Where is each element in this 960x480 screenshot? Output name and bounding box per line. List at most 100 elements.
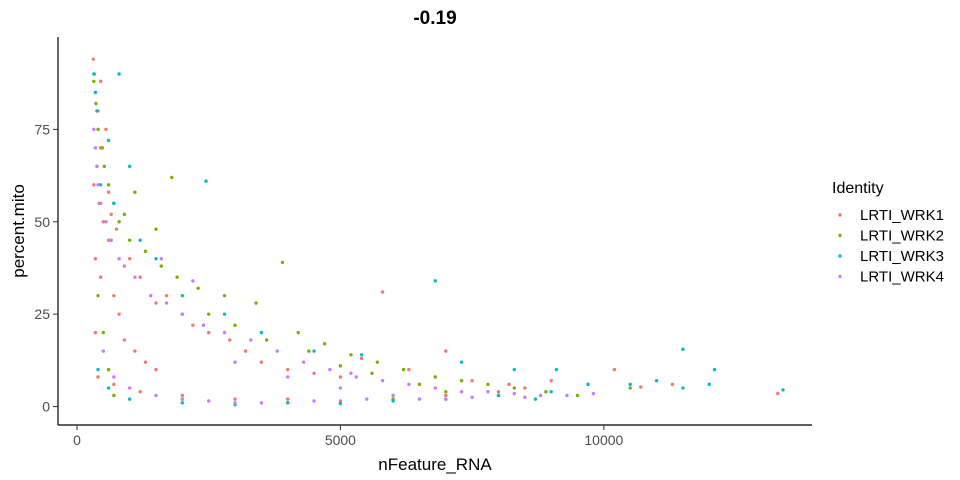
data-point [486,382,490,387]
legend: LRTI_WRK1 LRTI_WRK2 LRTI_WRK3 LRTI_WRK4 [838,207,944,286]
data-point [681,347,685,351]
data-point [354,375,358,379]
data-point [296,330,300,335]
data-point [154,393,158,398]
data-point [280,260,285,265]
x-ticks: 0 5000 10000 [73,425,624,448]
data-point [180,397,185,401]
data-point [201,323,206,327]
data-point [391,393,395,398]
data-point [92,127,96,132]
data-point [275,349,279,353]
data-point [154,367,158,372]
data-point [91,57,96,61]
data-point [228,338,232,342]
legend-label: LRTI_WRK1 [860,207,944,224]
data-point [98,183,103,187]
data-point [264,338,269,342]
data-point [312,349,316,353]
data-point [407,382,411,387]
data-point [533,397,538,401]
data-point [470,378,474,383]
data-point [127,386,132,390]
data-point [233,360,237,364]
data-point [286,397,290,401]
data-point [654,378,659,383]
data-point [154,301,158,305]
y-axis-label: percent.mito [9,184,28,278]
data-point [338,386,343,390]
data-point [338,401,343,406]
data-point [117,220,121,224]
data-point [681,386,685,390]
data-point [109,212,113,217]
data-point [444,397,448,401]
series-LRTI_WRK3 [92,72,785,407]
data-point [286,375,290,379]
data-point [98,79,103,84]
data-point [191,323,195,327]
data-point [104,220,108,224]
data-point [96,183,100,187]
data-point [112,293,116,298]
legend-key [838,233,842,238]
data-point [112,393,116,398]
y-tick-label: 50 [34,214,50,230]
data-point [781,388,785,392]
data-point [523,386,527,390]
data-point [122,338,127,342]
data-point [459,360,464,364]
data-point [249,338,253,342]
legend-key [838,213,842,217]
data-point [138,390,142,394]
data-point [707,382,711,387]
data-point [106,386,111,390]
data-point [222,312,227,316]
data-point [523,395,527,399]
y-ticks: 0 25 50 75 [34,121,58,415]
data-point [776,391,780,396]
data-point [444,390,448,394]
data-point [549,390,553,394]
data-point [338,375,343,379]
data-point [133,349,137,353]
data-point [507,382,511,387]
data-point [106,183,111,187]
y-tick-label: 75 [34,121,50,137]
data-point [259,360,264,364]
data-point [301,360,306,364]
data-point [206,330,211,335]
data-point [127,397,132,401]
data-point [554,367,559,372]
data-point [259,401,264,405]
data-point [170,175,174,180]
data-point [512,386,516,390]
data-point [712,367,717,372]
data-point [233,401,237,405]
series-LRTI_WRK4 [92,127,596,405]
data-point [417,382,422,387]
data-point [180,312,185,316]
data-point [159,264,163,268]
y-tick-label: 0 [42,399,50,415]
data-point [114,227,119,231]
data-point [433,386,437,390]
data-point [112,382,116,387]
data-point [591,391,596,396]
data-point [417,397,422,401]
data-point [628,382,632,387]
data-point [180,293,185,298]
legend-title: Identity [832,180,884,197]
data-point [586,382,590,387]
data-point [222,293,227,298]
data-point [101,330,106,335]
data-point [138,275,142,279]
legend-label: LRTI_WRK2 [860,228,944,245]
legend-label: LRTI_WRK4 [860,269,944,286]
data-point [639,385,643,389]
data-point [98,275,103,279]
data-point [380,378,385,383]
data-point [496,393,501,398]
data-point [407,367,411,372]
data-point [93,146,98,150]
